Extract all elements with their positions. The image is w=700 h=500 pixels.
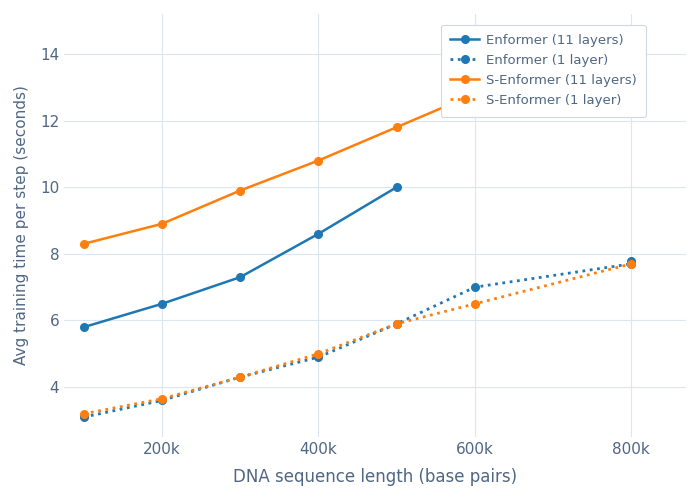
Enformer (11 layers) [314,231,323,237]
S-Enformer (1 layer) [80,411,88,417]
X-axis label: DNA sequence length (base pairs): DNA sequence length (base pairs) [233,468,517,486]
S-Enformer (11 layers) [314,158,323,164]
S-Enformer (11 layers) [80,241,88,247]
S-Enformer (11 layers) [236,188,244,194]
Enformer (11 layers) [236,274,244,280]
Legend: Enformer (11 layers), Enformer (1 layer), S-Enformer (11 layers), S-Enformer (1 : Enformer (11 layers), Enformer (1 layer)… [441,24,645,116]
S-Enformer (1 layer) [314,351,323,357]
S-Enformer (11 layers) [627,46,636,52]
Line: S-Enformer (1 layer): S-Enformer (1 layer) [80,260,635,418]
Enformer (1 layer) [80,414,88,420]
Enformer (11 layers) [158,301,166,307]
Enformer (11 layers) [393,184,401,190]
Enformer (1 layer) [470,284,479,290]
Enformer (11 layers) [80,324,88,330]
S-Enformer (1 layer) [627,261,636,267]
Enformer (1 layer) [158,398,166,404]
Line: Enformer (1 layer): Enformer (1 layer) [80,260,635,421]
S-Enformer (11 layers) [393,124,401,130]
Line: S-Enformer (11 layers): S-Enformer (11 layers) [80,45,635,248]
Y-axis label: Avg training time per step (seconds): Avg training time per step (seconds) [14,86,29,365]
Line: Enformer (11 layers): Enformer (11 layers) [80,184,400,331]
S-Enformer (1 layer) [158,396,166,402]
Enformer (1 layer) [627,261,636,267]
Enformer (1 layer) [236,374,244,380]
S-Enformer (11 layers) [158,221,166,227]
S-Enformer (1 layer) [393,321,401,327]
Enformer (1 layer) [393,321,401,327]
S-Enformer (11 layers) [470,91,479,97]
S-Enformer (1 layer) [236,374,244,380]
Enformer (1 layer) [314,354,323,360]
S-Enformer (1 layer) [470,301,479,307]
